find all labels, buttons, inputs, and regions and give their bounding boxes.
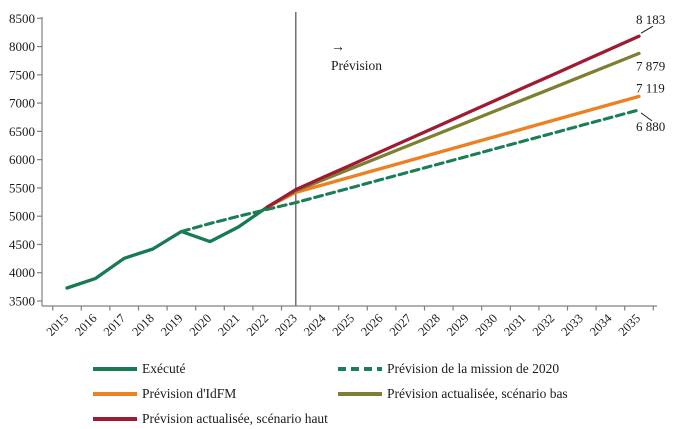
y-tick-label: 3500 — [9, 294, 35, 309]
legend-swatch-mission-2020 — [338, 367, 382, 371]
legend-item-idfm: Prévision d'IdFM — [93, 387, 236, 401]
x-tick-label: 2026 — [358, 311, 386, 339]
y-tick-label: 5000 — [9, 209, 35, 224]
x-tick-label: 2017 — [101, 311, 129, 339]
x-tick-label: 2034 — [587, 311, 615, 339]
y-tick-label: 8000 — [9, 39, 35, 54]
forecast-label-annotation: Prévision — [331, 58, 382, 73]
forecast-arrow-annotation: → — [331, 40, 345, 55]
legend-label-idfm: Prévision d'IdFM — [142, 386, 237, 401]
x-tick-label: 2033 — [558, 311, 586, 339]
y-tick-label: 5500 — [9, 180, 35, 195]
y-tick-label: 8500 — [9, 11, 35, 26]
legend-swatch-idfm — [93, 392, 137, 396]
legend-label-mission-2020: Prévision de la mission de 2020 — [387, 361, 560, 376]
x-tick-label: 2029 — [444, 311, 472, 339]
series-line-1 — [179, 108, 641, 234]
x-tick-label: 2023 — [272, 311, 300, 339]
x-tick-label: 2028 — [415, 311, 443, 339]
x-tick-label: 2031 — [501, 311, 529, 339]
x-tick-label: 2024 — [301, 311, 329, 339]
series-line-4 — [265, 34, 641, 209]
x-tick-label: 2015 — [44, 311, 72, 339]
x-tick-label: 2019 — [158, 311, 186, 339]
legend-swatch-scenario-bas — [338, 392, 382, 396]
end-label-leader — [640, 112, 653, 122]
legend-swatch-scenario-haut — [93, 417, 137, 421]
x-tick-label: 2016 — [72, 311, 100, 339]
x-tick-label: 2030 — [473, 311, 501, 339]
x-tick-label: 2022 — [244, 311, 272, 339]
legend-label-scenario-haut: Prévision actualisée, scénario haut — [142, 411, 328, 426]
series-line-0 — [65, 205, 269, 290]
legend-label-scenario-bas: Prévision actualisée, scénario bas — [387, 386, 568, 401]
x-tick-label: 2027 — [387, 311, 415, 339]
end-value-label: 6 880 — [636, 119, 665, 134]
y-tick-label: 7000 — [9, 96, 35, 111]
y-tick-label: 4500 — [9, 237, 35, 252]
end-value-label: 8 183 — [636, 12, 665, 27]
series-line-3 — [265, 51, 641, 209]
x-tick-label: 2025 — [330, 311, 358, 339]
x-tick-label: 2018 — [129, 311, 157, 339]
y-tick-label: 4000 — [9, 265, 35, 280]
end-value-label: 7 119 — [636, 80, 665, 95]
legend-label-execute: Exécuté — [142, 361, 186, 376]
legend-item-mission-2020: Prévision de la mission de 2020 — [338, 362, 559, 376]
x-tick-label: 2021 — [215, 311, 243, 339]
x-tick-label: 2020 — [187, 311, 215, 339]
legend-swatch-execute — [93, 367, 137, 371]
x-tick-label: 2035 — [616, 311, 644, 339]
legend-item-execute: Exécuté — [93, 362, 185, 376]
chart-canvas: 3500 4000 4500 5000 5500 6000 6500 7000 7500 8000… — [9, 11, 665, 339]
legend-item-scenario-haut: Prévision actualisée, scénario haut — [93, 412, 328, 426]
y-tick-label: 6500 — [9, 124, 35, 139]
legend-item-scenario-bas: Prévision actualisée, scénario bas — [338, 387, 568, 401]
y-tick-label: 6000 — [9, 152, 35, 167]
end-label-leader — [640, 25, 654, 34]
x-tick-label: 2032 — [530, 311, 558, 339]
series-line-2 — [265, 94, 641, 209]
end-value-label: 7 879 — [636, 58, 665, 73]
y-tick-label: 7500 — [9, 67, 35, 82]
